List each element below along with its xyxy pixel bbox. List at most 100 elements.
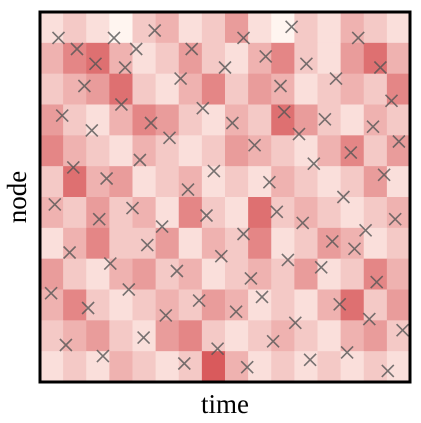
cross-marker <box>259 49 273 63</box>
heatmap-cell <box>155 104 180 136</box>
heatmap-cell <box>317 135 342 167</box>
heatmap-cell <box>363 166 388 198</box>
heatmap-cell <box>109 197 133 229</box>
heatmap-cell <box>386 227 411 260</box>
heatmap-cell <box>109 166 133 198</box>
heatmap-cell <box>155 73 180 105</box>
heatmap-cell <box>225 197 249 229</box>
heatmap-cell <box>132 289 157 321</box>
markers <box>44 20 410 378</box>
heatmap-cell <box>178 197 203 229</box>
cross-marker <box>366 120 380 134</box>
heatmap-cell <box>271 166 295 198</box>
heatmap-cell <box>178 135 203 167</box>
cross-marker <box>307 157 321 171</box>
heatmap-cell <box>178 258 203 290</box>
heatmap-cell <box>340 166 365 198</box>
heatmap-cell <box>294 135 318 167</box>
heatmap-cell <box>178 104 203 136</box>
heatmap-cell <box>340 73 365 105</box>
heatmap-cell <box>340 104 365 136</box>
heatmap-cell <box>340 320 365 352</box>
cross-marker <box>329 72 343 86</box>
heatmap-cell <box>294 12 318 44</box>
heatmap-cell <box>86 289 110 321</box>
heatmap-cell <box>155 289 180 321</box>
cross-marker <box>63 245 77 260</box>
heatmap-cell <box>294 166 318 198</box>
cross-marker <box>248 138 262 152</box>
cross-marker <box>236 227 251 241</box>
heatmap-cell <box>225 12 249 44</box>
heatmap-cell <box>225 289 249 321</box>
cross-marker <box>103 257 117 271</box>
heatmap-cell <box>317 197 342 229</box>
heatmap-cell <box>248 166 272 198</box>
heatmap-cell <box>294 289 318 321</box>
heatmap-cell <box>225 351 249 383</box>
heatmap-cell <box>109 351 133 383</box>
cross-marker <box>392 134 406 149</box>
heatmap-cell <box>340 12 365 44</box>
heatmap-cell <box>132 166 157 198</box>
heatmap-cell <box>178 12 203 44</box>
heatmap-cell <box>63 135 87 167</box>
cross-marker <box>303 353 317 367</box>
heatmap-cell <box>340 351 365 383</box>
heatmap-cell <box>155 166 180 198</box>
heatmap-cell <box>109 258 133 290</box>
heatmap-cell <box>155 135 180 167</box>
heatmap-cell <box>201 166 226 198</box>
heatmap-cell <box>40 42 64 75</box>
heatmap-cell <box>201 289 226 321</box>
cross-marker <box>396 323 410 337</box>
heatmap-cell <box>86 73 110 105</box>
heatmap-cell <box>201 258 226 290</box>
heatmap-cell <box>386 289 411 321</box>
heatmap-cell <box>109 42 133 75</box>
cross-marker <box>199 208 214 223</box>
heatmap-cell <box>317 12 342 44</box>
heatmap-cell <box>363 227 388 260</box>
heatmap-cell <box>86 227 110 260</box>
cross-marker <box>185 42 199 56</box>
heatmap-cell <box>86 12 110 44</box>
heatmap-cell <box>248 73 272 105</box>
cross-marker <box>336 190 350 204</box>
heatmap-cell <box>225 135 249 167</box>
heatmap-cell <box>109 73 133 105</box>
cross-marker <box>277 105 291 119</box>
heatmap-cell <box>386 166 411 198</box>
cross-marker <box>51 31 66 45</box>
cross-marker <box>59 338 73 352</box>
plot-frame <box>38 10 412 384</box>
heatmap-cell <box>225 73 249 105</box>
heatmap-cell <box>63 197 87 229</box>
heatmap-cell <box>86 258 110 290</box>
heatmap-cell <box>178 73 203 105</box>
heatmap-cell <box>63 320 87 352</box>
cross-marker <box>325 234 339 248</box>
heatmap-cell <box>340 42 365 75</box>
heatmap-cell <box>271 320 295 352</box>
cross-marker <box>129 42 143 56</box>
cross-marker <box>144 116 158 130</box>
heatmap-cell <box>178 166 203 198</box>
cross-marker <box>340 345 354 359</box>
heatmap-cell <box>317 73 342 105</box>
heatmap-cell <box>386 42 411 75</box>
heatmap <box>40 12 411 383</box>
cross-marker <box>262 175 276 189</box>
cross-marker <box>240 360 254 374</box>
heatmap-cell <box>40 104 64 136</box>
heatmap-cell <box>40 166 64 198</box>
cross-marker <box>148 23 162 38</box>
heatmap-cell <box>271 289 295 321</box>
cross-marker <box>273 79 288 93</box>
heatmap-cell <box>86 104 110 136</box>
heatmap-cell <box>248 12 272 44</box>
cross-marker <box>377 168 391 182</box>
cross-marker <box>388 212 402 226</box>
heatmap-cell <box>363 320 388 352</box>
cross-marker <box>384 94 399 108</box>
